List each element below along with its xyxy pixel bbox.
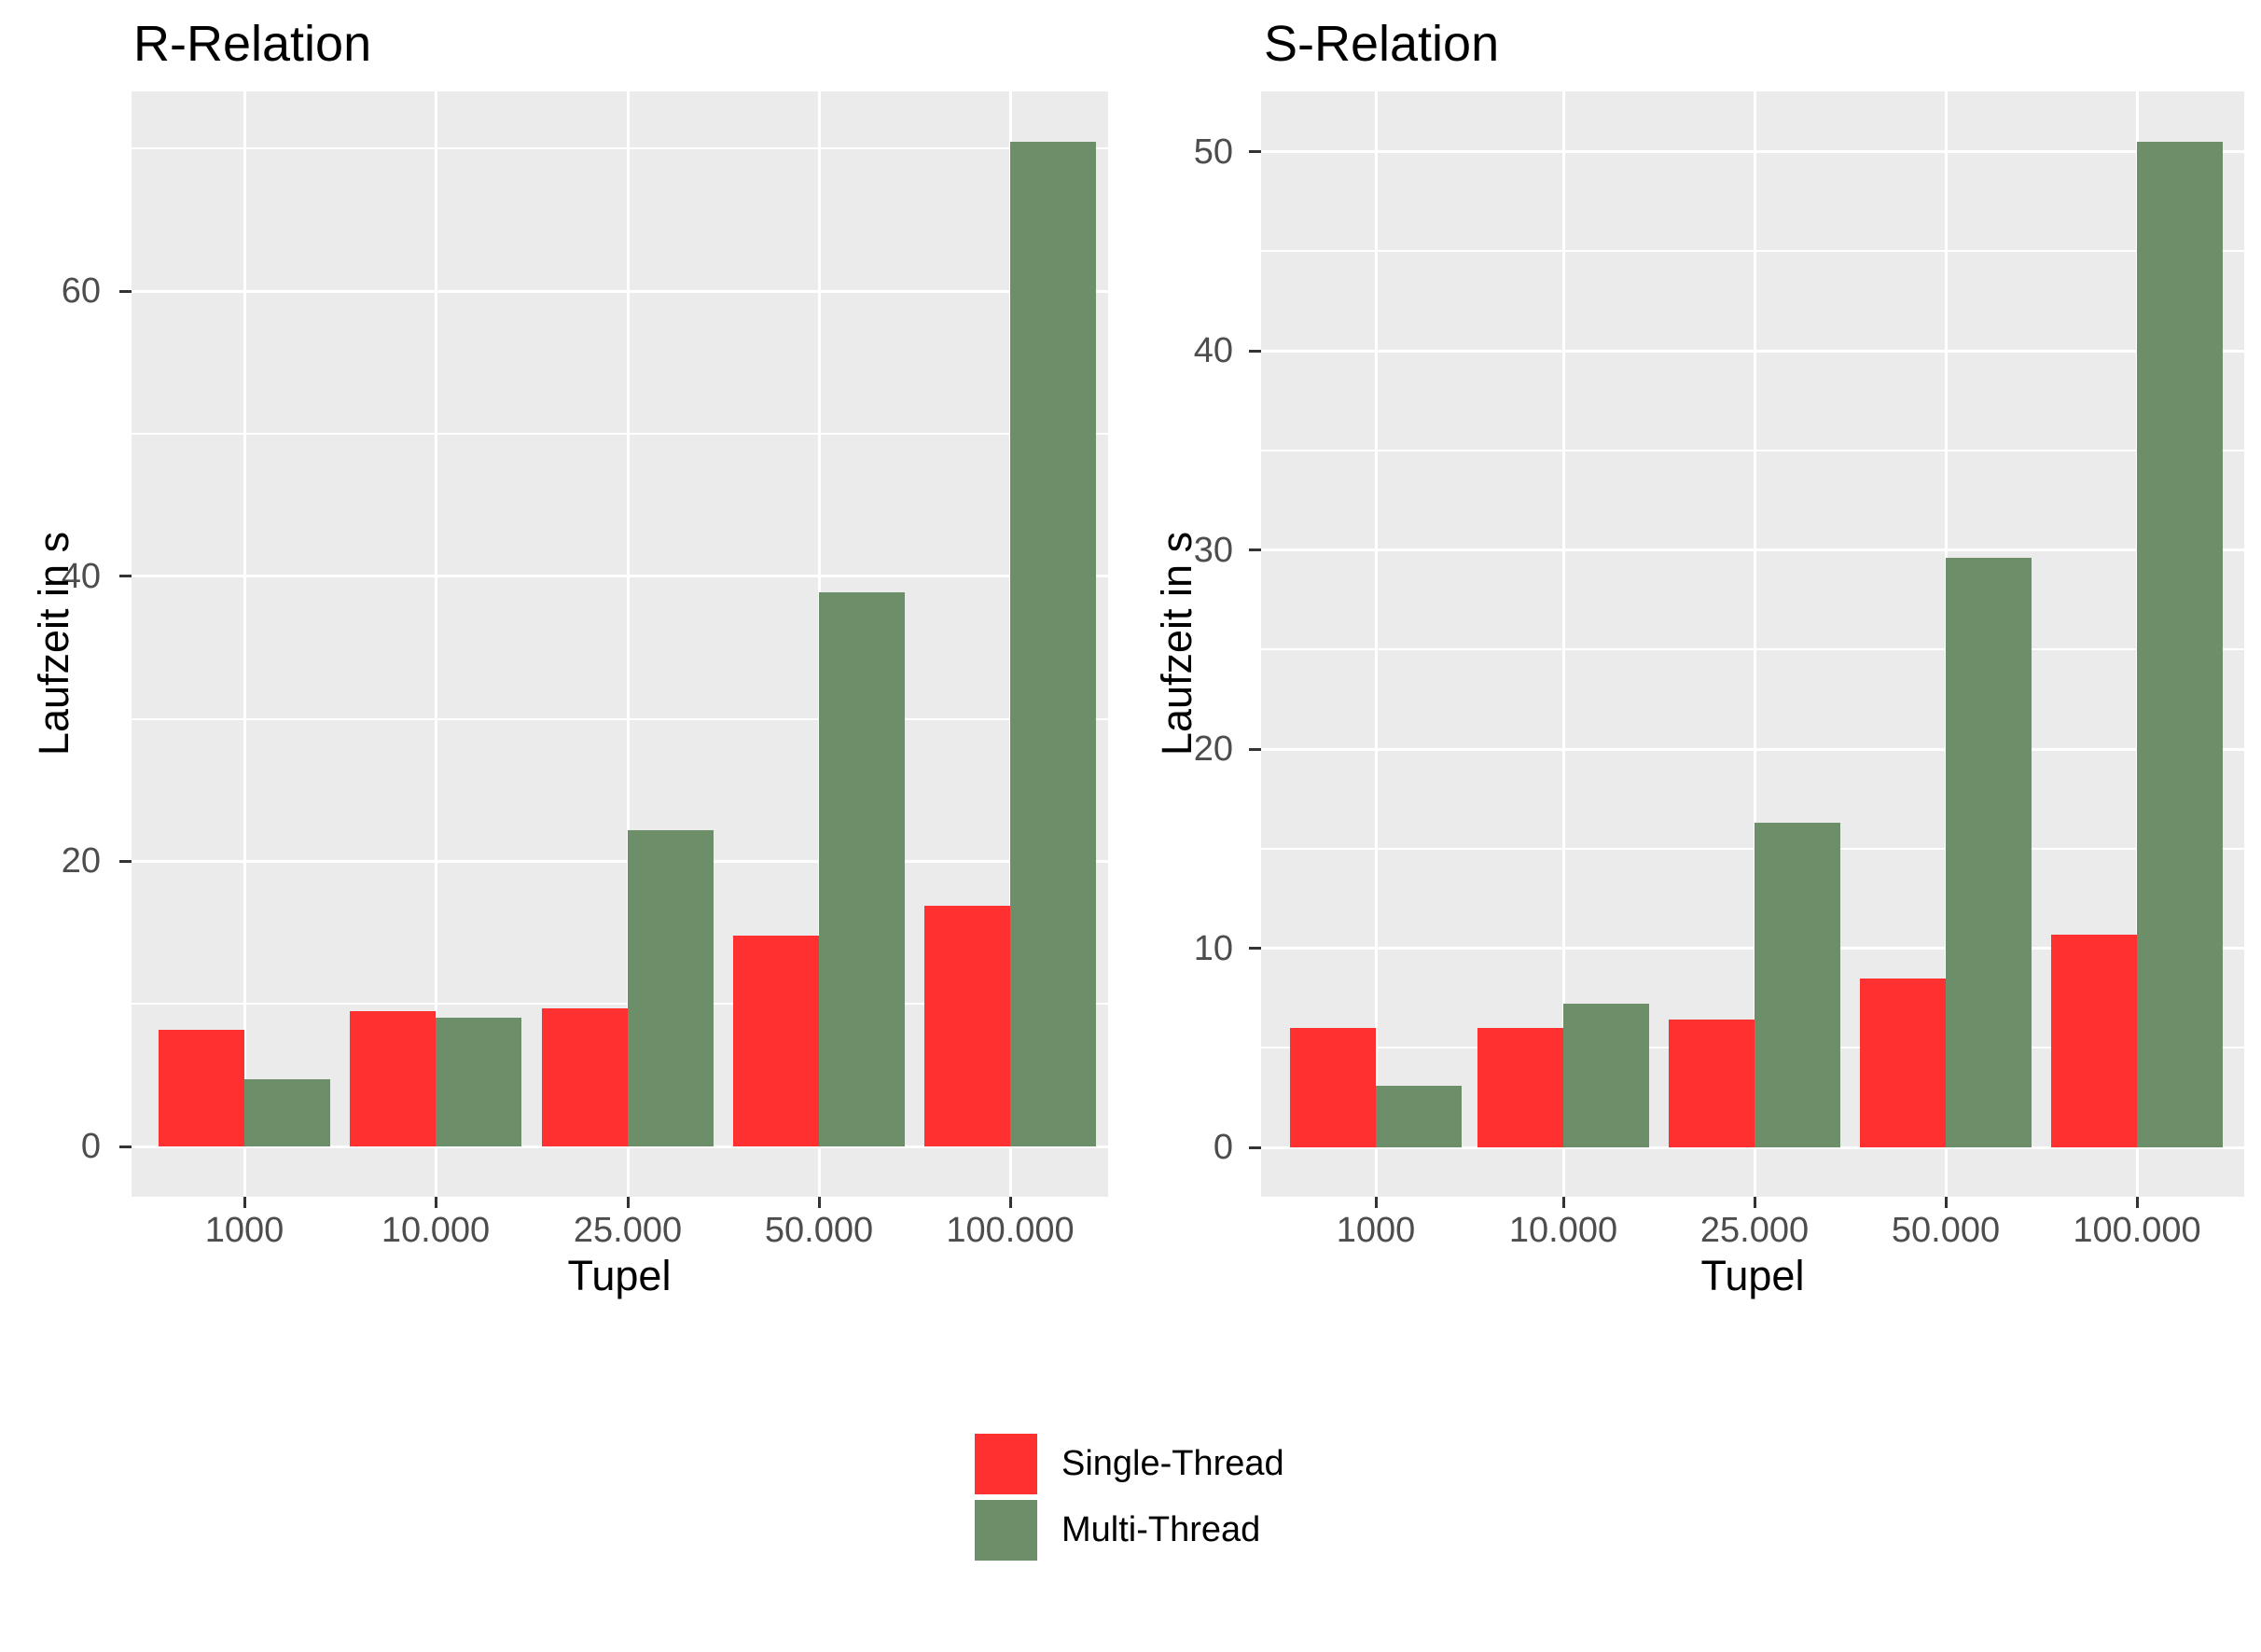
bar-s-relation-multi-thread-50.000 xyxy=(1946,558,2032,1147)
y-tick-mark-60 xyxy=(119,289,132,293)
legend: Single-Thread Multi-Thread xyxy=(975,1434,1284,1561)
x-tick-mark-25.000 xyxy=(1753,1197,1756,1208)
gridline-major-x-25.000 xyxy=(1753,91,1756,1197)
bar-s-relation-single-thread-10.000 xyxy=(1477,1027,1563,1147)
gridline-major-y50 xyxy=(1261,150,2244,153)
gridline-minor-y45 xyxy=(1261,250,2244,253)
x-tick-label-10.000: 10.000 xyxy=(381,1211,491,1250)
x-tick-label-100.000: 100.000 xyxy=(946,1211,1075,1250)
y-tick-label-60: 60 xyxy=(61,271,101,312)
bar-r-relation-single-thread-50.000 xyxy=(733,935,819,1146)
y-tick-label-10: 10 xyxy=(1193,928,1233,968)
legend-swatch-single-thread xyxy=(975,1434,1037,1494)
bar-r-relation-multi-thread-1000 xyxy=(244,1079,330,1146)
gridline-minor-y35 xyxy=(1261,449,2244,451)
y-tick-label-30: 30 xyxy=(1193,530,1233,570)
y-tick-mark-40 xyxy=(119,575,132,578)
gridline-major-x-1000 xyxy=(243,91,246,1197)
gridline-minor-y10 xyxy=(132,1003,1108,1006)
gridline-major-y0 xyxy=(132,1145,1108,1148)
gridline-major-y30 xyxy=(1261,548,2244,551)
gridline-major-x-10.000 xyxy=(434,91,437,1197)
chart-title-r-relation: R-Relation xyxy=(133,16,372,72)
bar-s-relation-single-thread-100.000 xyxy=(2051,934,2137,1147)
y-tick-label-50: 50 xyxy=(1193,132,1233,172)
bar-s-relation-single-thread-1000 xyxy=(1290,1027,1376,1147)
y-tick-label-20: 20 xyxy=(1193,729,1233,769)
x-tick-mark-50.000 xyxy=(1944,1197,1948,1208)
x-tick-label-25.000: 25.000 xyxy=(1699,1211,1810,1250)
y-tick-label-0: 0 xyxy=(1213,1128,1233,1167)
y-tick-mark-10 xyxy=(1249,947,1261,950)
x-tick-mark-50.000 xyxy=(817,1197,821,1208)
x-tick-label-10.000: 10.000 xyxy=(1508,1211,1618,1250)
x-tick-label-25.000: 25.000 xyxy=(573,1211,683,1250)
bar-r-relation-multi-thread-100.000 xyxy=(1010,141,1096,1146)
y-tick-mark-0 xyxy=(119,1145,132,1148)
gridline-major-y20 xyxy=(1261,747,2244,751)
gridline-major-x-1000 xyxy=(1374,91,1378,1197)
y-tick-label-0: 0 xyxy=(80,1127,101,1166)
x-axis-title-left: Tupel xyxy=(567,1252,672,1299)
bar-s-relation-multi-thread-10.000 xyxy=(1563,1004,1649,1147)
y-tick-mark-40 xyxy=(1249,349,1261,353)
y-tick-mark-50 xyxy=(1249,150,1261,153)
x-tick-mark-1000 xyxy=(1374,1197,1378,1208)
x-tick-label-50.000: 50.000 xyxy=(764,1211,874,1250)
y-tick-label-40: 40 xyxy=(61,556,101,596)
bar-r-relation-single-thread-100.000 xyxy=(924,905,1010,1146)
x-tick-mark-10.000 xyxy=(434,1197,437,1208)
y-axis-title-left: Laufzeit in s xyxy=(30,531,77,757)
x-tick-mark-1000 xyxy=(243,1197,246,1208)
gridline-major-y20 xyxy=(132,859,1108,863)
legend-item-multi-thread: Multi-Thread xyxy=(975,1500,1284,1561)
y-tick-mark-0 xyxy=(1249,1145,1261,1149)
x-tick-label-1000: 1000 xyxy=(1336,1211,1416,1250)
legend-swatch-multi-thread xyxy=(975,1500,1037,1561)
bar-s-relation-multi-thread-25.000 xyxy=(1755,822,1840,1147)
gridline-major-x-25.000 xyxy=(626,91,630,1197)
legend-item-single-thread: Single-Thread xyxy=(975,1434,1284,1494)
bar-s-relation-single-thread-25.000 xyxy=(1669,1020,1755,1147)
gridline-major-y0 xyxy=(1261,1145,2244,1149)
gridline-minor-y30 xyxy=(132,717,1108,720)
gridline-minor-y15 xyxy=(1261,847,2244,850)
gridline-major-y10 xyxy=(1261,947,2244,950)
y-tick-mark-30 xyxy=(1249,548,1261,551)
bar-s-relation-multi-thread-100.000 xyxy=(2137,141,2223,1147)
x-tick-mark-25.000 xyxy=(626,1197,630,1208)
bar-s-relation-single-thread-50.000 xyxy=(1860,978,1946,1147)
y-axis-title-right: Laufzeit in s xyxy=(1153,531,1200,757)
chart-title-s-relation: S-Relation xyxy=(1264,16,1500,72)
x-axis-title-right: Tupel xyxy=(1700,1252,1805,1299)
legend-label-multi-thread: Multi-Thread xyxy=(1061,1510,1261,1549)
y-tick-mark-20 xyxy=(119,859,132,863)
bar-r-relation-single-thread-10.000 xyxy=(350,1010,436,1146)
bar-r-relation-multi-thread-25.000 xyxy=(628,829,714,1146)
gridline-minor-y25 xyxy=(1261,648,2244,651)
gridline-major-y60 xyxy=(132,289,1108,293)
bar-r-relation-single-thread-25.000 xyxy=(542,1007,628,1146)
y-tick-mark-20 xyxy=(1249,747,1261,751)
gridline-major-y40 xyxy=(1261,349,2244,353)
x-tick-label-50.000: 50.000 xyxy=(1891,1211,2001,1250)
x-tick-mark-100.000 xyxy=(2135,1197,2139,1208)
gridline-minor-y70 xyxy=(132,147,1108,150)
y-tick-label-20: 20 xyxy=(61,841,101,882)
bar-r-relation-single-thread-1000 xyxy=(159,1029,244,1146)
gridline-major-y40 xyxy=(132,575,1108,578)
legend-label-single-thread: Single-Thread xyxy=(1061,1444,1284,1483)
bar-r-relation-multi-thread-10.000 xyxy=(436,1018,521,1146)
gridline-minor-y50 xyxy=(132,433,1108,435)
y-tick-label-40: 40 xyxy=(1193,331,1233,370)
x-tick-label-1000: 1000 xyxy=(204,1211,284,1250)
x-tick-mark-100.000 xyxy=(1008,1197,1012,1208)
bar-r-relation-multi-thread-50.000 xyxy=(819,591,905,1146)
gridline-major-x-10.000 xyxy=(1561,91,1565,1197)
x-tick-label-100.000: 100.000 xyxy=(2073,1211,2201,1250)
bar-s-relation-multi-thread-1000 xyxy=(1376,1085,1462,1147)
x-tick-mark-10.000 xyxy=(1561,1197,1565,1208)
